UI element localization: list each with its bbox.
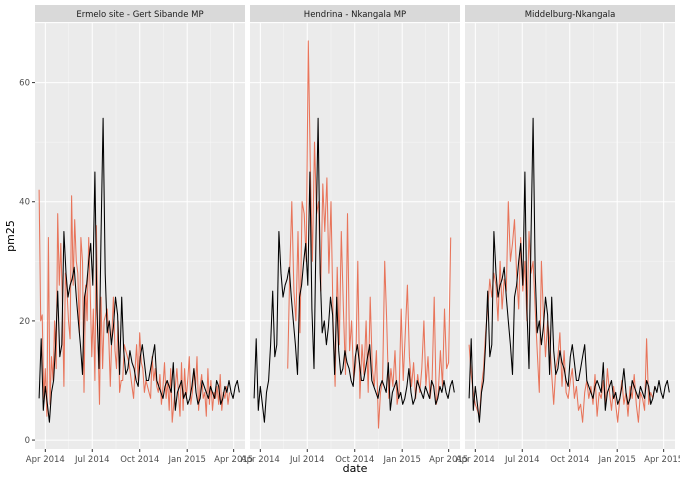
y-tick-label: 60 [19, 79, 30, 89]
x-tick-label: Jul 2014 [74, 455, 110, 465]
x-tick-label: Apr 2015 [429, 455, 468, 465]
x-tick-label: Jan 2015 [597, 455, 635, 465]
series-line-black [468, 117, 670, 423]
y-tick-label: 40 [19, 198, 30, 208]
y-tick-label: 20 [19, 317, 30, 327]
series-line-red [38, 189, 231, 423]
y-tick-label: 0 [25, 436, 30, 446]
facet-strip-label: Hendrina - Nkangala MP [304, 10, 406, 20]
x-tick-label: Apr 2015 [644, 455, 680, 465]
x-tick-label: Jul 2014 [504, 455, 540, 465]
facet-panel: Hendrina - Nkangala MP Apr 2014 Jul 2014 Oc… [241, 5, 468, 465]
x-tick-label: Apr 2014 [26, 455, 65, 465]
series-line-black [253, 117, 455, 423]
x-tick-label: Jan 2015 [167, 455, 205, 465]
facet-panel: Ermelo site - Gert Sibande MP Apr 2014 Jul… [26, 5, 253, 465]
x-tick-label: Oct 2014 [335, 455, 374, 465]
facet-strip [35, 5, 245, 22]
x-tick-label: Apr 2014 [456, 455, 495, 465]
series-line-black [38, 117, 240, 423]
facet-strip-label: Middelburg-Nkangala [525, 10, 616, 20]
x-tick-label: Jul 2014 [289, 455, 325, 465]
facet-panel: Middelburg-Nkangala Apr 2014 Jul 2014 Oct 2… [456, 5, 680, 465]
series-line-red [468, 201, 656, 423]
facet-strip [465, 5, 675, 22]
x-tick-label: Oct 2014 [120, 455, 159, 465]
y-axis-title: pm25 [4, 220, 17, 252]
x-axis-title: date [343, 462, 368, 475]
x-tick-label: Jan 2015 [382, 455, 420, 465]
x-tick-label: Apr 2014 [241, 455, 280, 465]
x-tick-label: Oct 2014 [550, 455, 589, 465]
x-tick-label: Apr 2015 [214, 455, 253, 465]
facet-strip [250, 5, 460, 22]
facet-strip-label: Ermelo site - Gert Sibande MP [76, 10, 203, 20]
facet-panels: 0 20 40 60 Ermelo site - Gert Sibande MP Apr … [19, 5, 680, 465]
